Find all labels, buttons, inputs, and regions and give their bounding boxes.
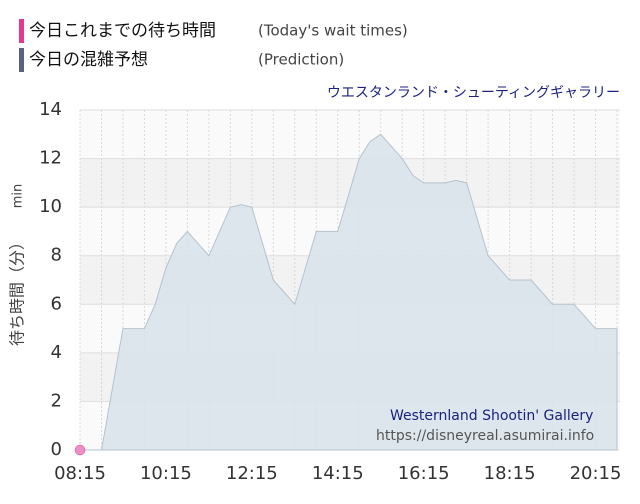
prediction-area (80, 133, 618, 451)
y-axis-label: 待ち時間（分） (8, 234, 27, 346)
y-tick-label: 0 (51, 439, 62, 460)
x-tick-label: 08:15 (54, 463, 106, 484)
chart-title: ウエスタンランド・シューティングギャラリー (327, 85, 620, 101)
legend-swatch (19, 19, 24, 43)
y-tick-label: 10 (39, 196, 62, 217)
x-tick-label: 10:15 (140, 463, 192, 484)
x-tick-label: 20:15 (570, 463, 622, 484)
legend-label-en: (Prediction) (258, 51, 344, 69)
source: https://disneyreal.asumirai.info (376, 428, 594, 444)
y-tick-label: 12 (39, 148, 62, 169)
plot-band (80, 110, 620, 159)
legend-label: 今日の混雑予想 (29, 50, 148, 70)
legend-label: 今日これまでの待ち時間 (29, 21, 216, 41)
x-tick-label: 12:15 (226, 463, 278, 484)
y-tick-label: 8 (51, 245, 62, 266)
y-tick-label: 14 (39, 99, 62, 120)
watermark: Westernland Shootin' Gallery (390, 408, 593, 424)
y-axis-unit: min (11, 184, 26, 209)
legend-label-en: (Today's wait times) (258, 22, 408, 40)
y-tick-label: 2 (51, 390, 62, 411)
wait-point (74, 444, 86, 456)
y-tick-label: 4 (51, 342, 62, 363)
x-tick-label: 14:15 (312, 463, 364, 484)
x-tick-label: 18:15 (484, 463, 536, 484)
y-tick-label: 6 (51, 293, 62, 314)
legend-swatch (19, 48, 24, 72)
x-tick-label: 16:15 (398, 463, 450, 484)
